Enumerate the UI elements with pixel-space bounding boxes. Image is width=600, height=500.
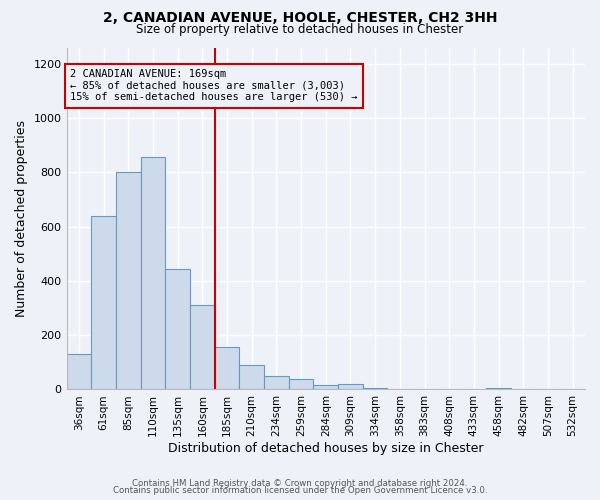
Bar xyxy=(239,365,264,390)
Bar xyxy=(313,386,338,390)
Bar xyxy=(165,268,190,390)
Bar xyxy=(363,388,388,390)
Text: Size of property relative to detached houses in Chester: Size of property relative to detached ho… xyxy=(136,22,464,36)
X-axis label: Distribution of detached houses by size in Chester: Distribution of detached houses by size … xyxy=(168,442,484,455)
Bar xyxy=(289,378,313,390)
Bar xyxy=(215,348,239,390)
Bar xyxy=(140,158,165,390)
Text: 2 CANADIAN AVENUE: 169sqm
← 85% of detached houses are smaller (3,003)
15% of se: 2 CANADIAN AVENUE: 169sqm ← 85% of detac… xyxy=(70,69,358,102)
Text: Contains HM Land Registry data © Crown copyright and database right 2024.: Contains HM Land Registry data © Crown c… xyxy=(132,478,468,488)
Bar xyxy=(338,384,363,390)
Y-axis label: Number of detached properties: Number of detached properties xyxy=(15,120,28,317)
Bar xyxy=(486,388,511,390)
Bar xyxy=(116,172,140,390)
Bar xyxy=(264,376,289,390)
Text: Contains public sector information licensed under the Open Government Licence v3: Contains public sector information licen… xyxy=(113,486,487,495)
Bar xyxy=(190,306,215,390)
Bar xyxy=(91,216,116,390)
Text: 2, CANADIAN AVENUE, HOOLE, CHESTER, CH2 3HH: 2, CANADIAN AVENUE, HOOLE, CHESTER, CH2 … xyxy=(103,11,497,25)
Bar xyxy=(67,354,91,390)
